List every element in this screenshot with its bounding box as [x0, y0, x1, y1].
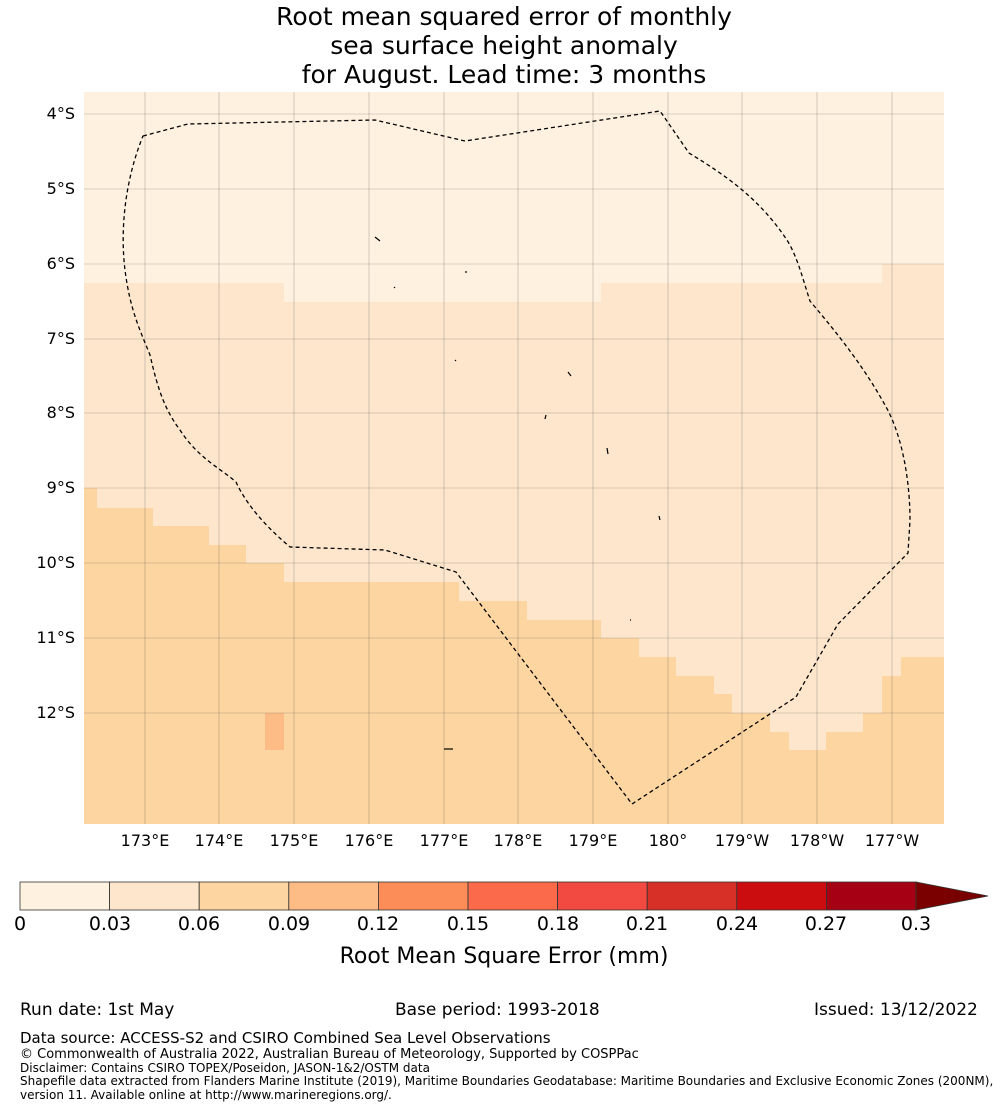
- lat-label-4s: 4°S: [46, 104, 75, 123]
- base-period: Base period: 1993-2018: [395, 1000, 600, 1020]
- lon-label-179e: 179°E: [568, 831, 618, 850]
- disclaimer: Disclaimer: Contains CSIRO TOPEX/Poseido…: [20, 1061, 430, 1075]
- lon-label-177e: 177°E: [419, 831, 469, 850]
- lon-label-178w: 178°W: [789, 831, 845, 850]
- lon-label-180: 180°: [648, 831, 688, 850]
- colorbar-tick: 0.06: [177, 913, 221, 935]
- colorbar-segment: [288, 881, 379, 911]
- title-line-1: Root mean squared error of monthly: [276, 2, 732, 31]
- island: [544, 414, 547, 420]
- rmse-cell-0.09-0.12: [265, 713, 284, 750]
- colorbar-tick: 0.27: [804, 913, 848, 935]
- colorbar-tick: 0.21: [625, 913, 669, 935]
- colorbar-label: Root Mean Square Error (mm): [339, 944, 669, 969]
- eez-boundary: [122, 110, 911, 805]
- run-date: Run date: 1st May: [20, 1000, 175, 1020]
- colorbar-segment: [646, 881, 738, 911]
- colorbar-segment: [377, 881, 469, 911]
- lon-label-177w: 177°W: [864, 831, 920, 850]
- colorbar-tick: 0.09: [267, 913, 311, 935]
- colorbar-segment: [826, 881, 917, 911]
- island: [606, 447, 609, 455]
- colorbar-tick: 0: [13, 913, 27, 935]
- colorbar-extend-arrow: [915, 881, 989, 911]
- colorbar-tick: 0.18: [536, 913, 580, 935]
- colorbar-segment: [557, 881, 648, 911]
- rmse-region-0.06-0.09: [84, 488, 944, 824]
- colorbar-segment: [736, 881, 827, 911]
- colorbar-tick: 0.15: [446, 913, 490, 935]
- island: [374, 236, 381, 242]
- island: [658, 515, 661, 521]
- map-title: Root mean squared error of monthly sea s…: [0, 2, 1008, 89]
- lat-label-6s: 6°S: [46, 254, 75, 273]
- lon-label-173e: 173°E: [120, 831, 170, 850]
- lon-label-176e: 176°E: [344, 831, 394, 850]
- shapefile-credit-line-2: version 11. Available online at http://w…: [20, 1088, 392, 1102]
- lat-label-11s: 11°S: [36, 628, 75, 647]
- lat-label-8s: 8°S: [46, 403, 75, 422]
- islands: [374, 236, 661, 750]
- lon-label-178e: 178°E: [493, 831, 543, 850]
- colorbar-segment: [109, 881, 200, 911]
- lat-label-12s: 12°S: [36, 703, 75, 722]
- colorbar-tick: 0.24: [715, 913, 759, 935]
- title-line-2: sea surface height anomaly: [330, 31, 678, 60]
- copyright: © Commonwealth of Australia 2022, Austra…: [20, 1047, 639, 1062]
- colorbar: [19, 881, 989, 911]
- colorbar-segment: [467, 881, 558, 911]
- island: [393, 286, 396, 289]
- colorbar-tick: 0.3: [900, 913, 932, 935]
- lon-label-174e: 174°E: [194, 831, 244, 850]
- lon-label-175e: 175°E: [269, 831, 319, 850]
- lat-label-5s: 5°S: [46, 179, 75, 198]
- island: [454, 359, 457, 362]
- map-gridlines: [84, 92, 944, 824]
- shapefile-credit-line-1: Shapefile data extracted from Flanders M…: [20, 1074, 994, 1088]
- issued-date: Issued: 13/12/2022: [814, 1000, 978, 1020]
- title-line-3: for August. Lead time: 3 months: [301, 60, 707, 89]
- island: [567, 371, 572, 377]
- colorbar-segment: [198, 881, 290, 911]
- lat-label-10s: 10°S: [36, 553, 75, 572]
- data-source: Data source: ACCESS-S2 and CSIRO Combine…: [20, 1029, 551, 1047]
- lat-label-9s: 9°S: [46, 478, 75, 497]
- colorbar-tick: 0.03: [88, 913, 132, 935]
- lat-label-7s: 7°S: [46, 329, 75, 348]
- lon-label-179w: 179°W: [714, 831, 770, 850]
- colorbar-tick: 0.12: [356, 913, 400, 935]
- colorbar-segment: [19, 881, 110, 911]
